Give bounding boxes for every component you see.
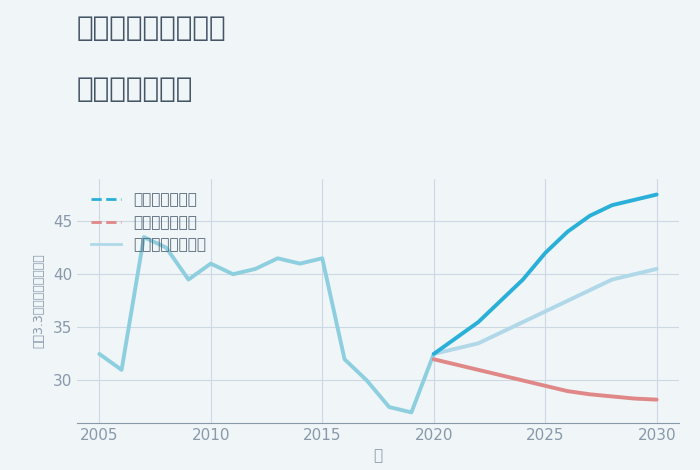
Text: 土地の価格推移: 土地の価格推移 — [77, 75, 193, 103]
Text: 兵庫県姫路市兼田の: 兵庫県姫路市兼田の — [77, 14, 227, 42]
X-axis label: 年: 年 — [373, 448, 383, 463]
Legend: グッドシナリオ, バッドシナリオ, ノーマルシナリオ: グッドシナリオ, バッドシナリオ, ノーマルシナリオ — [85, 186, 213, 259]
Y-axis label: 平（3.3㎡）単価（万円）: 平（3.3㎡）単価（万円） — [33, 253, 46, 348]
